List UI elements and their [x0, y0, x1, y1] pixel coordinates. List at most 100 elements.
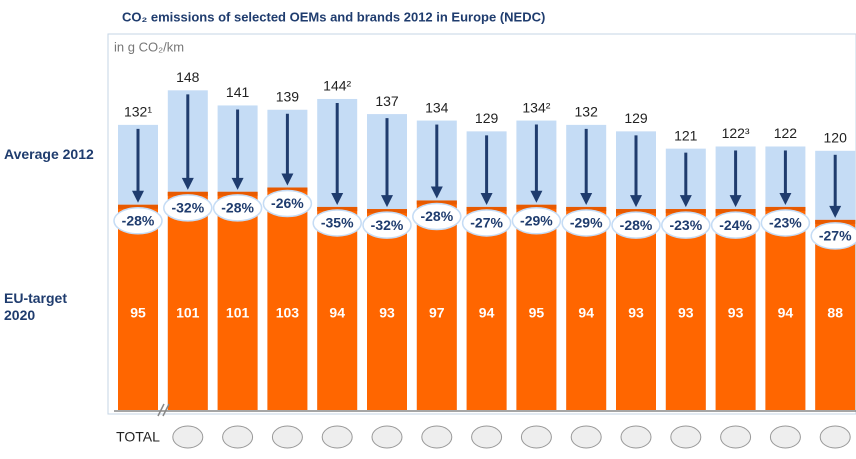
brand-logo [720, 425, 752, 449]
brand-logo [172, 425, 204, 449]
change-badge [710, 211, 761, 239]
value-label: 134² [522, 99, 550, 115]
change-label: -28% [420, 208, 453, 224]
change-label: -29% [520, 213, 553, 229]
change-label: -32% [371, 217, 404, 233]
change-badge [163, 194, 213, 222]
bar-cap [715, 209, 756, 214]
legend-label: EU-target 2020 [4, 290, 68, 323]
change-label: -32% [171, 200, 204, 216]
arrow-head [580, 192, 593, 205]
brand-logo [371, 425, 403, 449]
change-badge [760, 209, 811, 237]
brand-logo [421, 425, 453, 449]
axis-break [157, 403, 170, 417]
value-label: 101 [176, 305, 200, 321]
value-label: 132¹ [124, 104, 152, 120]
arrow-head [331, 192, 344, 205]
value-label: 132 [575, 104, 599, 120]
value-label: 139 [276, 88, 300, 104]
bar-cap [566, 206, 607, 211]
value-label: 93 [628, 305, 644, 321]
bar-cap [167, 191, 208, 196]
legend-label: Average 2012 [4, 146, 94, 162]
change-badge [362, 211, 412, 239]
bar-cap [815, 219, 856, 224]
value-label: 94 [578, 305, 594, 321]
change-badge [810, 222, 856, 250]
bar-cap [466, 206, 507, 211]
arrow-head [779, 192, 792, 205]
bar [815, 219, 856, 410]
brand-logo [471, 425, 503, 449]
change-badge [661, 211, 711, 239]
change-badge [113, 207, 163, 235]
value-label: 122 [774, 125, 798, 141]
bar [118, 204, 158, 410]
bar [466, 206, 507, 410]
brand-logo [222, 425, 254, 449]
change-label: -35% [321, 215, 354, 231]
value-label: 134 [425, 99, 449, 115]
bar-cap [267, 187, 308, 192]
arrow-head [480, 192, 493, 205]
arrow-head [729, 195, 742, 208]
change-badge [561, 209, 611, 237]
change-label: -28% [122, 213, 155, 229]
brand-logo [620, 425, 652, 449]
value-label: 137 [375, 93, 399, 109]
value-label: 148 [176, 69, 200, 85]
change-badge [611, 211, 661, 239]
bar-cap [317, 206, 358, 211]
arrow-head [829, 205, 842, 218]
arrow-head [430, 186, 443, 199]
bar [566, 206, 607, 410]
value-label: 94 [778, 305, 794, 321]
bar [367, 209, 407, 410]
change-label: -28% [221, 200, 254, 216]
chart-title: CO₂ emissions of selected OEMs and brand… [122, 9, 545, 24]
arrow-head [381, 195, 393, 208]
value-label: 95 [130, 305, 146, 321]
bar-cap [765, 206, 806, 211]
value-label: 120 [824, 130, 848, 146]
change-badge [212, 194, 263, 222]
change-label: -24% [719, 217, 752, 233]
brand-logo [570, 425, 602, 449]
value-label: 95 [529, 305, 545, 321]
change-label: -29% [570, 215, 603, 231]
value-label: 93 [728, 305, 744, 321]
arrow-head [630, 195, 642, 208]
arrow-head [181, 177, 194, 190]
change-label: -23% [769, 215, 802, 231]
bar-cap [616, 209, 656, 214]
value-label: 122³ [722, 125, 750, 141]
value-label: 129 [624, 110, 648, 126]
value-label: 93 [678, 305, 694, 321]
legend-item: EU-target 2020 [4, 290, 68, 323]
bar-cap [416, 200, 457, 205]
bar [616, 209, 656, 410]
change-badge [262, 189, 313, 218]
bar [267, 187, 308, 410]
bar-cap [516, 204, 557, 209]
change-badge [412, 202, 462, 231]
change-label: -26% [271, 195, 304, 211]
bar-cap [367, 209, 407, 214]
bar-cap [217, 191, 258, 196]
x-tick-label: TOTAL [116, 429, 160, 445]
brand-logo [819, 425, 851, 449]
arrow-head [530, 190, 543, 203]
legend-item: Average 2012 [4, 146, 94, 162]
change-label: -27% [470, 215, 503, 231]
bar [715, 209, 756, 410]
bar [765, 206, 806, 410]
bar-cap [118, 204, 158, 209]
value-label: 94 [479, 305, 495, 321]
brand-logo [271, 425, 303, 449]
arrow-head [679, 195, 692, 208]
bar [516, 204, 557, 410]
brand-logo [769, 425, 801, 449]
change-badge [312, 209, 362, 237]
